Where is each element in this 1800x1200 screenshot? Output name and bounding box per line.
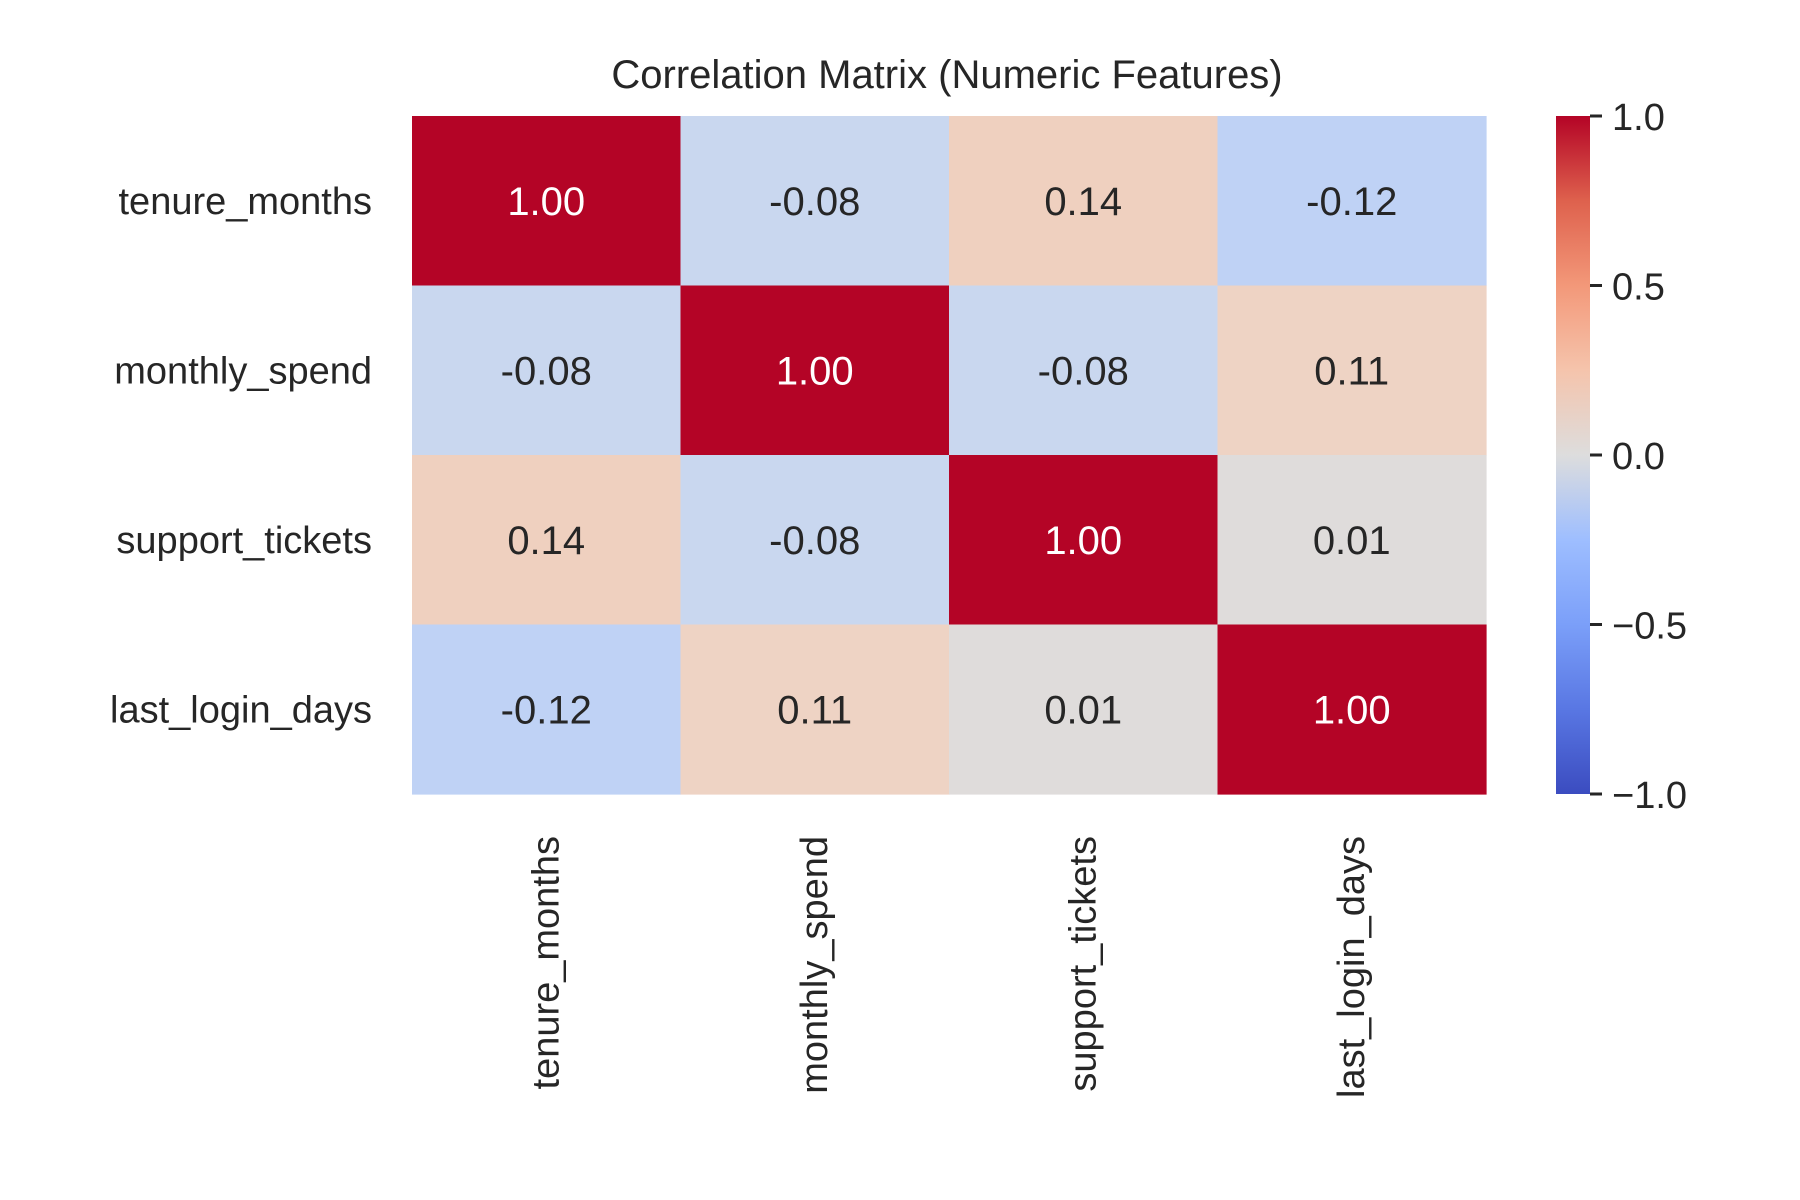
row-label: support_tickets [116, 520, 372, 562]
heatmap-cell [1217, 116, 1487, 287]
column-labels: tenure_months monthly_spend support_ticket… [525, 836, 1373, 1098]
colorbar-tick-label: 0.5 [1612, 267, 1665, 309]
cell-value-label: -0.12 [501, 688, 592, 732]
cell-value-label: 0.11 [1314, 349, 1389, 393]
column-label: monthly_spend [794, 836, 836, 1094]
heatmap-cell [412, 624, 682, 795]
heatmap-cell [680, 285, 950, 456]
heatmap-cell [949, 455, 1219, 626]
heatmap-cell [1217, 455, 1487, 626]
column-label: tenure_months [525, 836, 567, 1090]
heatmap-cell [949, 116, 1219, 287]
cell-value-label: -0.08 [769, 180, 860, 224]
cell-value-label: 1.00 [507, 180, 585, 224]
cell-value-label: 0.14 [1044, 180, 1122, 224]
cell-value-label: 0.01 [1044, 688, 1122, 732]
heatmap-cell [949, 285, 1219, 456]
heatmap-cell [412, 285, 682, 456]
colorbar-tick-label: 0.0 [1612, 436, 1665, 478]
chart-title: Correlation Matrix (Numeric Features) [611, 53, 1282, 97]
heatmap-cell [949, 624, 1219, 795]
heatmap-cell [680, 624, 950, 795]
cell-value-label: -0.08 [501, 349, 592, 393]
colorbar-tick-label: −1.0 [1612, 775, 1687, 817]
heatmap-cell [680, 116, 950, 287]
cell-value-label: -0.08 [1038, 349, 1129, 393]
column-label: support_tickets [1062, 836, 1104, 1092]
heatmap-cell [680, 455, 950, 626]
cell-value-label: 0.11 [777, 688, 852, 732]
colorbar-tick-label: −0.5 [1612, 606, 1687, 648]
column-label: last_login_days [1331, 836, 1373, 1098]
heatmap-cell [412, 455, 682, 626]
cell-value-label: 1.00 [776, 349, 854, 393]
heatmap-cell [1217, 624, 1487, 795]
heatmap-cell [412, 116, 682, 287]
heatmap-cell [1217, 285, 1487, 456]
row-label: last_login_days [110, 689, 372, 731]
cell-value-label: -0.08 [769, 519, 860, 563]
colorbar-tick-label: 1.0 [1612, 97, 1665, 139]
heatmap-cells: 1.00 -0.08 0.14 -0.12 -0.08 1.00 -0.08 0.11 0.14… [412, 116, 1487, 795]
cell-value-label: 1.00 [1044, 519, 1122, 563]
colorbar: 1.0 0.5 0.0 −0.5 −1.0 [1556, 97, 1687, 817]
row-labels: tenure_months monthly_spend support_ticket… [110, 181, 372, 732]
colorbar-gradient [1556, 116, 1590, 794]
cell-value-label: 1.00 [1313, 688, 1391, 732]
row-label: monthly_spend [114, 350, 372, 392]
row-label: tenure_months [119, 181, 373, 223]
cell-value-label: -0.12 [1306, 180, 1397, 224]
cell-value-label: 0.01 [1313, 519, 1391, 563]
cell-value-label: 0.14 [507, 519, 585, 563]
